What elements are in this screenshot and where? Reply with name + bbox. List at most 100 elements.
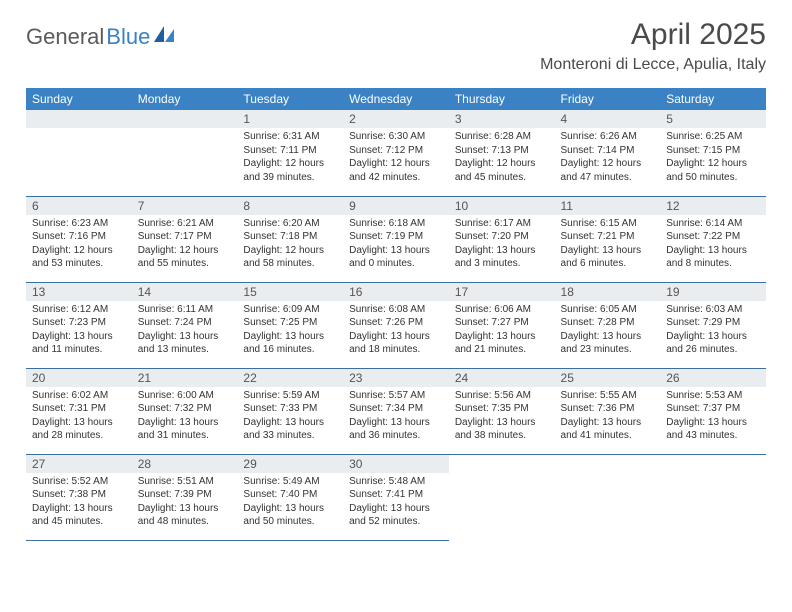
sail-icon: [154, 26, 176, 49]
day-cell-25: 25Sunrise: 5:55 AMSunset: 7:36 PMDayligh…: [555, 368, 661, 454]
daylight-line: Daylight: 13 hours and 28 minutes.: [32, 416, 126, 443]
daylight-line: Daylight: 13 hours and 23 minutes.: [561, 330, 655, 357]
sunrise-line: Sunrise: 6:23 AM: [32, 217, 126, 231]
calendar-body: 1Sunrise: 6:31 AMSunset: 7:11 PMDaylight…: [26, 110, 766, 540]
day-number: 9: [343, 197, 449, 215]
day-cell-7: 7 Sunrise: 6:21 AMSunset: 7:17 PMDaylight…: [132, 196, 238, 282]
day-details: Sunrise: 5:53 AMSunset: 7:37 PMDaylight:…: [660, 387, 766, 447]
sunrise-line: Sunrise: 6:26 AM: [561, 130, 655, 144]
day-details: Sunrise: 6:03 AMSunset: 7:29 PMDaylight:…: [660, 301, 766, 361]
day-cell-8: 8Sunrise: 6:20 AMSunset: 7:18 PMDaylight…: [237, 196, 343, 282]
daylight-line: Daylight: 13 hours and 45 minutes.: [32, 502, 126, 529]
sunrise-line: Sunrise: 6:21 AM: [138, 217, 232, 231]
sunset-line: Sunset: 7:40 PM: [243, 488, 337, 502]
day-cell-18: 18Sunrise: 6:05 AMSunset: 7:28 PMDayligh…: [555, 282, 661, 368]
daylight-line: Daylight: 13 hours and 41 minutes.: [561, 416, 655, 443]
day-cell-3: 3Sunrise: 6:28 AMSunset: 7:13 PMDaylight…: [449, 110, 555, 196]
sunset-line: Sunset: 7:19 PM: [349, 230, 443, 244]
day-cell-17: 17Sunrise: 6:06 AMSunset: 7:27 PMDayligh…: [449, 282, 555, 368]
day-header-saturday: Saturday: [660, 88, 766, 110]
day-cell-24: 24Sunrise: 5:56 AMSunset: 7:35 PMDayligh…: [449, 368, 555, 454]
sunset-line: Sunset: 7:18 PM: [243, 230, 337, 244]
day-number: 20: [26, 369, 132, 387]
sunrise-line: Sunrise: 5:48 AM: [349, 475, 443, 489]
sunset-line: Sunset: 7:41 PM: [349, 488, 443, 502]
week-row: 1Sunrise: 6:31 AMSunset: 7:11 PMDaylight…: [26, 110, 766, 196]
sunset-line: Sunset: 7:17 PM: [138, 230, 232, 244]
sunrise-line: Sunrise: 6:00 AM: [138, 389, 232, 403]
day-details: Sunrise: 6:12 AMSunset: 7:23 PMDaylight:…: [26, 301, 132, 361]
daylight-line: Daylight: 13 hours and 6 minutes.: [561, 244, 655, 271]
sunrise-line: Sunrise: 6:06 AM: [455, 303, 549, 317]
day-number: 7: [132, 197, 238, 215]
empty-daynum-bar: [132, 110, 238, 128]
sunrise-line: Sunrise: 5:49 AM: [243, 475, 337, 489]
day-cell-20: 20Sunrise: 6:02 AMSunset: 7:31 PMDayligh…: [26, 368, 132, 454]
sunset-line: Sunset: 7:12 PM: [349, 144, 443, 158]
day-details: Sunrise: 5:51 AMSunset: 7:39 PMDaylight:…: [132, 473, 238, 533]
sunset-line: Sunset: 7:33 PM: [243, 402, 337, 416]
day-details: Sunrise: 5:49 AMSunset: 7:40 PMDaylight:…: [237, 473, 343, 533]
calendar-table: SundayMondayTuesdayWednesdayThursdayFrid…: [26, 88, 766, 541]
sunset-line: Sunset: 7:38 PM: [32, 488, 126, 502]
day-cell-12: 12Sunrise: 6:14 AMSunset: 7:22 PMDayligh…: [660, 196, 766, 282]
day-cell-4: 4Sunrise: 6:26 AMSunset: 7:14 PMDaylight…: [555, 110, 661, 196]
title-block: April 2025 Monteroni di Lecce, Apulia, I…: [540, 18, 766, 74]
sunset-line: Sunset: 7:35 PM: [455, 402, 549, 416]
day-details: Sunrise: 5:57 AMSunset: 7:34 PMDaylight:…: [343, 387, 449, 447]
day-cell-28: 28Sunrise: 5:51 AMSunset: 7:39 PMDayligh…: [132, 454, 238, 540]
daylight-line: Daylight: 12 hours and 39 minutes.: [243, 157, 337, 184]
sunset-line: Sunset: 7:34 PM: [349, 402, 443, 416]
day-cell-26: 26Sunrise: 5:53 AMSunset: 7:37 PMDayligh…: [660, 368, 766, 454]
day-cell-2: 2Sunrise: 6:30 AMSunset: 7:12 PMDaylight…: [343, 110, 449, 196]
day-details: Sunrise: 6:31 AMSunset: 7:11 PMDaylight:…: [237, 128, 343, 188]
sunset-line: Sunset: 7:20 PM: [455, 230, 549, 244]
day-details: Sunrise: 6:15 AMSunset: 7:21 PMDaylight:…: [555, 215, 661, 275]
sunrise-line: Sunrise: 6:17 AM: [455, 217, 549, 231]
day-header-sunday: Sunday: [26, 88, 132, 110]
daylight-line: Daylight: 13 hours and 33 minutes.: [243, 416, 337, 443]
sunrise-line: Sunrise: 6:09 AM: [243, 303, 337, 317]
day-number: 18: [555, 283, 661, 301]
sunrise-line: Sunrise: 6:14 AM: [666, 217, 760, 231]
day-header-row: SundayMondayTuesdayWednesdayThursdayFrid…: [26, 88, 766, 110]
sunrise-line: Sunrise: 6:15 AM: [561, 217, 655, 231]
daylight-line: Daylight: 12 hours and 47 minutes.: [561, 157, 655, 184]
daylight-line: Daylight: 13 hours and 31 minutes.: [138, 416, 232, 443]
daylight-line: Daylight: 12 hours and 55 minutes.: [138, 244, 232, 271]
sunrise-line: Sunrise: 6:25 AM: [666, 130, 760, 144]
day-details: Sunrise: 6:06 AMSunset: 7:27 PMDaylight:…: [449, 301, 555, 361]
day-details: Sunrise: 6:26 AMSunset: 7:14 PMDaylight:…: [555, 128, 661, 188]
day-number: 13: [26, 283, 132, 301]
sunrise-line: Sunrise: 6:20 AM: [243, 217, 337, 231]
sunset-line: Sunset: 7:32 PM: [138, 402, 232, 416]
sunset-line: Sunset: 7:31 PM: [32, 402, 126, 416]
sunset-line: Sunset: 7:23 PM: [32, 316, 126, 330]
sunset-line: Sunset: 7:26 PM: [349, 316, 443, 330]
day-cell-30: 30Sunrise: 5:48 AMSunset: 7:41 PMDayligh…: [343, 454, 449, 540]
brand-logo: General Blue: [26, 24, 176, 50]
day-cell-22: 22Sunrise: 5:59 AMSunset: 7:33 PMDayligh…: [237, 368, 343, 454]
trailing-empty-cell: [555, 454, 661, 540]
day-number: 22: [237, 369, 343, 387]
day-cell-27: 27Sunrise: 5:52 AMSunset: 7:38 PMDayligh…: [26, 454, 132, 540]
daylight-line: Daylight: 12 hours and 50 minutes.: [666, 157, 760, 184]
day-details: Sunrise: 6:14 AMSunset: 7:22 PMDaylight:…: [660, 215, 766, 275]
sunrise-line: Sunrise: 6:18 AM: [349, 217, 443, 231]
day-number: 11: [555, 197, 661, 215]
day-cell-9: 9Sunrise: 6:18 AMSunset: 7:19 PMDaylight…: [343, 196, 449, 282]
day-cell-23: 23Sunrise: 5:57 AMSunset: 7:34 PMDayligh…: [343, 368, 449, 454]
day-number: 12: [660, 197, 766, 215]
day-number: 4: [555, 110, 661, 128]
daylight-line: Daylight: 13 hours and 38 minutes.: [455, 416, 549, 443]
week-row: 27Sunrise: 5:52 AMSunset: 7:38 PMDayligh…: [26, 454, 766, 540]
day-header-wednesday: Wednesday: [343, 88, 449, 110]
day-details: Sunrise: 5:52 AMSunset: 7:38 PMDaylight:…: [26, 473, 132, 533]
sunset-line: Sunset: 7:15 PM: [666, 144, 760, 158]
day-number: 19: [660, 283, 766, 301]
sunrise-line: Sunrise: 6:05 AM: [561, 303, 655, 317]
day-number: 23: [343, 369, 449, 387]
day-number: 28: [132, 455, 238, 473]
brand-part-1: General: [26, 24, 104, 50]
sunrise-line: Sunrise: 5:51 AM: [138, 475, 232, 489]
